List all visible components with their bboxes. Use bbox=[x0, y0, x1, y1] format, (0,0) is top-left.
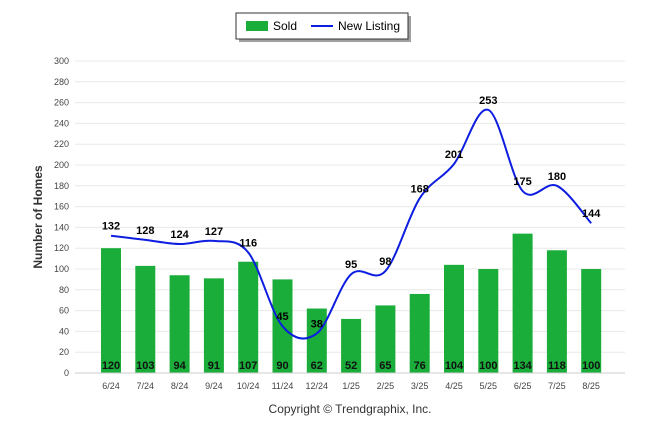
sold-bar bbox=[409, 293, 430, 373]
y-tick-label: 200 bbox=[54, 160, 69, 170]
y-tick-label: 40 bbox=[59, 326, 69, 336]
sold-bar bbox=[101, 248, 121, 373]
sold-bar-label: 65 bbox=[379, 360, 391, 372]
sold-bar-label: 103 bbox=[136, 360, 154, 372]
sold-bar-label: 94 bbox=[173, 360, 186, 372]
new-listing-label: 180 bbox=[548, 171, 566, 183]
sold-bar bbox=[512, 233, 533, 373]
x-tick-label: 9/24 bbox=[205, 381, 223, 391]
sold-bar bbox=[444, 264, 464, 373]
new-listing-label: 124 bbox=[170, 229, 189, 241]
sold-bar bbox=[203, 278, 224, 373]
y-tick-label: 160 bbox=[54, 202, 69, 212]
sold-bar-label: 52 bbox=[345, 360, 357, 372]
sold-bar bbox=[238, 261, 259, 373]
new-listing-label: 201 bbox=[445, 149, 463, 161]
sold-bars bbox=[101, 233, 602, 373]
sold-bar bbox=[375, 305, 396, 373]
sold-bar-label: 118 bbox=[548, 360, 566, 372]
x-tick-label: 11/24 bbox=[272, 381, 294, 391]
x-tick-label: 12/24 bbox=[306, 381, 329, 391]
new-listing-label: 98 bbox=[379, 256, 391, 268]
legend-label-new-listing: New Listing bbox=[338, 19, 400, 33]
sold-bar-label: 134 bbox=[513, 360, 532, 372]
sold-bar bbox=[546, 250, 567, 373]
x-tick-label: 4/25 bbox=[445, 381, 463, 391]
x-tick-label: 5/25 bbox=[480, 381, 498, 391]
sold-bar-label: 104 bbox=[445, 360, 464, 372]
sold-bar-label: 91 bbox=[208, 360, 220, 372]
x-tick-label: 8/25 bbox=[582, 381, 600, 391]
sold-bar-label: 76 bbox=[414, 360, 426, 372]
sold-bar bbox=[478, 269, 499, 373]
new-listing-label: 168 bbox=[411, 183, 429, 195]
sold-bar bbox=[341, 318, 362, 373]
x-tick-label: 1/25 bbox=[342, 381, 360, 391]
new-listing-label: 132 bbox=[102, 221, 120, 233]
y-tick-label: 300 bbox=[54, 56, 69, 66]
new-listing-label: 116 bbox=[239, 237, 257, 249]
sold-bar-label: 62 bbox=[311, 360, 323, 372]
new-listing-label: 128 bbox=[136, 225, 154, 237]
x-tick-label: 3/25 bbox=[411, 381, 429, 391]
sold-bar-label: 120 bbox=[102, 360, 120, 372]
sold-bar-label: 107 bbox=[239, 360, 257, 372]
y-tick-label: 220 bbox=[54, 139, 69, 149]
sold-bar-label: 100 bbox=[582, 360, 600, 372]
new-listing-label: 144 bbox=[582, 208, 601, 220]
sold-bar-label: 90 bbox=[276, 360, 288, 372]
new-listing-label: 127 bbox=[205, 226, 223, 238]
y-tick-label: 100 bbox=[54, 264, 69, 274]
x-tick-label: 6/24 bbox=[102, 381, 120, 391]
sold-data-labels: 120 103 94 91 107 90 62 52 65 76 104 100 134 118 100 bbox=[102, 360, 601, 372]
new-listing-label: 95 bbox=[345, 259, 357, 271]
grid-lines bbox=[75, 60, 625, 353]
x-tick-label: 2/25 bbox=[377, 381, 395, 391]
x-tick-label: 8/24 bbox=[171, 381, 189, 391]
new-listing-label: 175 bbox=[513, 176, 531, 188]
y-axis-ticks: 0 20 40 60 80 100 120 140 160 180 200 220 240 260 280 3… bbox=[54, 56, 69, 378]
y-tick-label: 80 bbox=[59, 285, 69, 295]
y-tick-label: 240 bbox=[54, 118, 69, 128]
y-tick-label: 180 bbox=[54, 181, 69, 191]
x-tick-label: 10/24 bbox=[237, 381, 260, 391]
sold-bar bbox=[581, 269, 602, 373]
y-tick-label: 140 bbox=[54, 222, 69, 232]
new-listing-data-labels: 132 128 124 127 116 45 38 95 98 168 201 253 175 180 14… bbox=[102, 95, 601, 331]
copyright-text: Copyright © Trendgraphix, Inc. bbox=[269, 402, 432, 416]
x-tick-label: 6/25 bbox=[514, 381, 532, 391]
legend-swatch-sold bbox=[246, 21, 268, 31]
y-tick-label: 0 bbox=[64, 368, 69, 378]
new-listing-line bbox=[110, 108, 592, 340]
legend: Sold New Listing bbox=[235, 12, 411, 42]
x-axis-ticks: 6/24 7/24 8/24 9/24 10/24 11/24 12/24 1/25 2/25 3… bbox=[102, 381, 600, 391]
legend-label-sold: Sold bbox=[273, 19, 297, 33]
new-listing-label: 38 bbox=[311, 318, 323, 330]
new-listing-label: 253 bbox=[479, 95, 497, 107]
sold-bar bbox=[169, 275, 190, 373]
sold-bar-label: 100 bbox=[479, 360, 497, 372]
sold-bar bbox=[135, 265, 156, 373]
x-tick-label: 7/24 bbox=[137, 381, 155, 391]
y-axis-title: Number of Homes bbox=[31, 165, 45, 269]
y-tick-label: 280 bbox=[54, 77, 69, 87]
sold-bar bbox=[306, 308, 327, 373]
y-tick-label: 260 bbox=[54, 98, 69, 108]
x-tick-label: 7/25 bbox=[548, 381, 566, 391]
new-listing-label: 45 bbox=[276, 311, 288, 323]
new-listing-path bbox=[110, 108, 592, 340]
y-tick-label: 20 bbox=[59, 347, 69, 357]
y-tick-label: 120 bbox=[54, 243, 69, 253]
y-tick-label: 60 bbox=[59, 306, 69, 316]
